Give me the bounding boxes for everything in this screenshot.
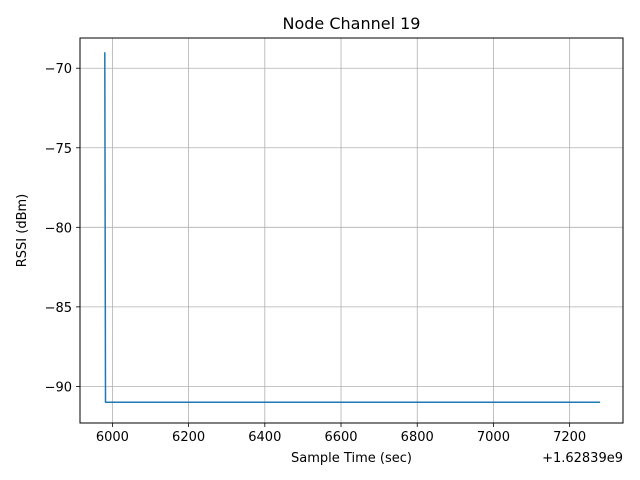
series-line [104, 52, 601, 404]
y-tick-label: −70 [45, 62, 72, 77]
x-tick-label: 6400 [248, 430, 281, 445]
chart-title: Node Channel 19 [283, 14, 421, 33]
x-tick-label: 6600 [324, 430, 357, 445]
y-tick-label: −80 [45, 221, 72, 236]
x-tick-label: 7000 [477, 430, 510, 445]
y-axis-label: RSSI (dBm) [15, 194, 30, 267]
x-axis-ticks: 6000 6200 6400 6600 6800 7000 7200 [96, 423, 586, 445]
x-tick-label: 6000 [96, 430, 129, 445]
x-tick-label: 7200 [553, 430, 586, 445]
y-axis-ticks: −70 −75 −80 −85 −90 [45, 62, 80, 395]
plot-lines [104, 52, 601, 404]
x-axis-offset-label: +1.62839e9 [542, 451, 623, 466]
plot-frame [79, 37, 624, 424]
y-tick-label: −75 [45, 142, 72, 157]
x-tick-label: 6200 [172, 430, 205, 445]
y-tick-label: −90 [45, 380, 72, 395]
x-tick-label: 6800 [401, 430, 434, 445]
y-tick-label: −85 [45, 301, 72, 316]
x-axis-label: Sample Time (sec) [291, 451, 412, 466]
grid [80, 38, 623, 423]
